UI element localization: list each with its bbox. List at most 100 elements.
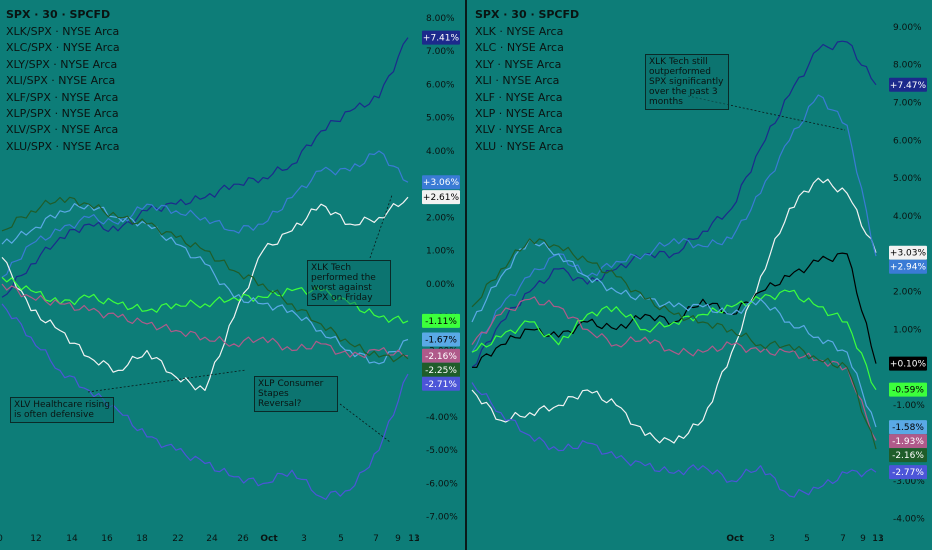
legend-item[interactable]: XLC · NYSE Arca <box>475 41 564 55</box>
annotation-connector <box>369 194 393 259</box>
x-tick-label: 7 <box>840 534 846 544</box>
legend-item[interactable]: XLK · NYSE Arca <box>475 25 564 38</box>
x-tick-label: 9 <box>860 534 866 544</box>
value-badge-label: -1.11% <box>425 317 457 327</box>
y-tick-label: -7.00% <box>426 513 458 523</box>
value-badge-label: -1.67% <box>425 335 457 345</box>
legend-item[interactable]: XLP · NYSE Arca <box>475 107 563 121</box>
y-tick-label: 1.00% <box>893 326 922 336</box>
legend-item[interactable]: XLI/SPX · NYSE Arca <box>6 74 116 88</box>
x-tick-label: 22 <box>172 534 183 544</box>
y-tick-label: -3.00% <box>893 477 925 487</box>
right-pane-title: SPX · 30 · SPCFD <box>475 8 580 21</box>
value-badge-label: -1.58% <box>892 423 924 433</box>
series-line <box>1 283 409 359</box>
value-badge <box>422 332 460 347</box>
annotation-connector <box>339 403 391 443</box>
y-tick-label: -6.00% <box>426 479 458 489</box>
y-tick-label: 7.00% <box>893 99 922 109</box>
value-badge <box>889 382 927 397</box>
x-tick-label: 24 <box>206 534 218 544</box>
y-tick-label: 8.00% <box>893 61 922 71</box>
series-line <box>1 37 409 298</box>
value-badge <box>889 245 927 260</box>
value-badge-label: -0.59% <box>892 386 924 396</box>
value-badge-label: +0.10% <box>890 360 927 370</box>
y-tick-label: 8.00% <box>426 14 455 24</box>
x-tick-label: 9 <box>395 534 401 544</box>
series-line <box>471 94 877 353</box>
y-tick-label: 4.00% <box>426 147 455 157</box>
x-tick-label: 13 <box>872 534 883 544</box>
value-badge <box>422 30 460 45</box>
x-tick-label: 11 <box>872 534 883 544</box>
series-line <box>471 177 877 444</box>
annotation-connector <box>687 95 846 131</box>
series-line <box>1 203 409 365</box>
y-tick-label: 4.00% <box>893 212 922 222</box>
value-badge <box>422 175 460 190</box>
x-tick-label: 16 <box>101 534 113 544</box>
annotation-connector <box>87 369 247 393</box>
legend-item[interactable]: XLK/SPX · NYSE Arca <box>6 25 120 38</box>
legend-item[interactable]: XLU/SPX · NYSE Arca <box>6 139 120 153</box>
value-badge <box>889 465 927 480</box>
value-badge <box>889 420 927 435</box>
value-badge <box>889 77 927 92</box>
y-tick-label: 6.00% <box>893 136 922 146</box>
series-line <box>1 303 409 500</box>
value-badge-label: +7.47% <box>890 81 927 91</box>
legend-item[interactable]: XLC/SPX · NYSE Arca <box>6 41 120 55</box>
left-pane-title: SPX · 30 · SPCFD <box>6 8 111 21</box>
annotation-xlk-outperformed: XLK Tech still outperformed SPX signific… <box>645 54 729 110</box>
legend-item[interactable]: XLF/SPX · NYSE Arca <box>6 90 119 104</box>
x-tick-label: 3 <box>301 534 307 544</box>
series-line <box>471 382 877 498</box>
value-badge <box>889 434 927 449</box>
legend-item[interactable]: XLV · NYSE Arca <box>475 123 563 137</box>
value-badge-label: +2.61% <box>423 193 460 203</box>
legend-item[interactable]: XLI · NYSE Arca <box>475 74 560 88</box>
series-line <box>471 252 877 368</box>
y-tick-label: 5.00% <box>893 174 922 184</box>
legend-item[interactable]: XLY · NYSE Arca <box>475 57 562 71</box>
y-tick-label: 9.00% <box>893 23 922 33</box>
value-badge-label: +2.94% <box>890 263 927 273</box>
value-badge-label: -2.77% <box>892 468 924 478</box>
x-tick-label: 5 <box>338 534 344 544</box>
x-tick-label: 26 <box>237 534 249 544</box>
series-line <box>471 238 877 428</box>
series-line <box>471 238 877 450</box>
legend-item[interactable]: XLP/SPX · NYSE Arca <box>6 107 119 121</box>
value-badge <box>422 348 460 363</box>
value-badge <box>422 190 460 205</box>
y-tick-label: 6.00% <box>426 80 455 90</box>
x-tick-label: 7 <box>373 534 379 544</box>
y-tick-label: -4.00% <box>426 413 458 423</box>
x-tick-label: 18 <box>136 534 148 544</box>
value-badge-label: -2.16% <box>892 451 924 461</box>
y-tick-label: 1.00% <box>426 247 455 257</box>
y-tick-label: 5.00% <box>426 114 455 124</box>
x-tick-label: 3 <box>769 534 775 544</box>
x-tick-label: 11 <box>408 534 419 544</box>
value-badge <box>889 448 927 463</box>
series-line <box>1 196 409 391</box>
legend-item[interactable]: XLY/SPX · NYSE Arca <box>6 57 118 71</box>
value-badge <box>422 362 460 377</box>
legend-item[interactable]: XLU · NYSE Arca <box>475 139 564 153</box>
legend-item[interactable]: XLV/SPX · NYSE Arca <box>6 123 119 137</box>
annotation-xlk-worst: XLK Tech performed the worst against SPX… <box>307 260 391 306</box>
value-badge-label: -2.16% <box>425 352 457 362</box>
x-tick-label: 5 <box>804 534 810 544</box>
value-badge-label: -1.93% <box>892 437 924 447</box>
series-line <box>471 289 877 391</box>
legend-item[interactable]: XLF · NYSE Arca <box>475 90 563 104</box>
series-line <box>471 40 877 368</box>
annotation-xlp-reversal: XLP Consumer Stapes Reversal? <box>254 376 338 412</box>
x-tick-label: Oct <box>260 534 278 544</box>
value-badge-label: -2.71% <box>425 380 457 390</box>
value-badge-label: +3.03% <box>890 249 927 259</box>
value-badge-label: +7.41% <box>423 34 460 44</box>
